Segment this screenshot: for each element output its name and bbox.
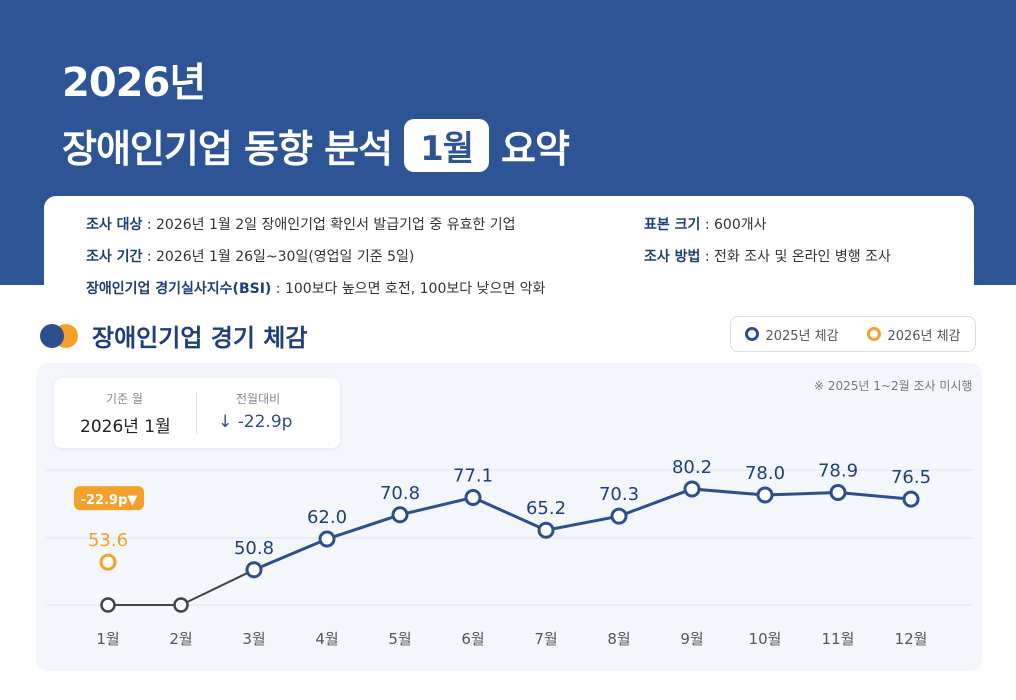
survey-info-card: 조사 대상 : 2026년 1월 2일 장애인기업 확인서 발급기업 중 유효한…: [44, 196, 974, 308]
survey-sample-label: 표본 크기: [644, 217, 701, 233]
chart-legend: 2025년 체감 2026년 체감: [730, 316, 976, 352]
x-tick-label: 10월: [749, 630, 782, 648]
section-dots-icon: [40, 323, 78, 349]
legend-ring-icon-2025: [745, 327, 760, 341]
x-tick-label: 2월: [169, 630, 192, 648]
series-2025-data-label: 62.0: [307, 507, 347, 528]
x-tick-label: 7월: [534, 630, 557, 648]
series-2025-point: [391, 506, 409, 524]
series-2025-line: [253, 487, 912, 572]
base-month-value: 2026년 1월: [80, 417, 171, 437]
survey-bsi-label: 장애인기업 경기실사지수(BSI): [86, 281, 272, 297]
title-month-badge: 1월: [404, 119, 490, 172]
legend-item-2025: 2025년 체감: [745, 325, 839, 344]
x-tick-label: 12월: [895, 630, 928, 648]
legend-ring-icon-2026: [867, 327, 882, 341]
legend-item-2026: 2026년 체감: [867, 325, 961, 344]
change-badge-bg: [74, 486, 144, 511]
base-month-box: 기준 월 2026년 1월 전월대비 ↓ -22.9p: [54, 378, 340, 448]
series-2025-data-label: 76.5: [891, 467, 931, 488]
legend-label-2026: 2026년 체감: [887, 328, 961, 344]
x-tick-label: 8월: [607, 630, 630, 648]
series-2025-point: [464, 488, 482, 506]
series-2025-point: [318, 530, 336, 548]
x-tick-label: 5월: [388, 630, 411, 648]
series-2025-data-label: 70.8: [380, 483, 420, 504]
survey-period-value: : 2026년 1월 26일~30일(영업일 기준 5일): [142, 249, 415, 265]
change-badge-label: -22.9p▼: [81, 493, 138, 508]
series-2025-point: [537, 521, 555, 539]
x-tick-label: 4월: [315, 630, 338, 648]
series-2025-data-label: 65.2: [526, 498, 566, 519]
series-2025-data-label: 77.1: [453, 465, 493, 486]
series-2025-point: [610, 507, 628, 525]
x-tick-label: 11월: [822, 630, 855, 648]
survey-period: 조사 기간 : 2026년 1월 26일~30일(영업일 기준 5일): [86, 246, 414, 266]
x-tick-label: 3월: [242, 630, 265, 648]
series-2025-data-label: 80.2: [672, 457, 712, 478]
series-2026-data-label: 53.6: [88, 530, 128, 551]
series-2026-point: [99, 553, 117, 571]
base-month-label: 기준 월: [106, 392, 143, 406]
section-header: 장애인기업 경기 체감: [40, 318, 307, 353]
prev-month-value: ↓ -22.9p: [218, 412, 293, 432]
survey-target: 조사 대상 : 2026년 1월 2일 장애인기업 확인서 발급기업 중 유효한…: [86, 214, 516, 234]
title-year: 2026년: [62, 60, 206, 106]
series-2025-empty-point: [100, 597, 116, 613]
series-2025-empty-point: [173, 597, 189, 613]
page-title: 장애인기업 동향 분석 1월 요약: [62, 118, 570, 173]
x-tick-label: 1월: [96, 630, 119, 648]
series-2025-data-label: 70.3: [599, 484, 639, 505]
series-2025-data-label: 78.0: [745, 463, 785, 484]
survey-method-value: : 전화 조사 및 온라인 병행 조사: [700, 249, 891, 265]
legend-label-2025: 2025년 체감: [765, 328, 839, 344]
series-2025-data-label: 78.9: [818, 461, 858, 482]
series-2025-point: [683, 480, 701, 498]
chart-note: ※ 2025년 1~2월 조사 미시행: [814, 379, 973, 393]
title-prefix: 장애인기업 동향 분석: [62, 127, 393, 171]
survey-sample-value: : 600개사: [700, 217, 767, 233]
survey-method-label: 조사 방법: [644, 249, 701, 265]
title-suffix: 요약: [501, 127, 570, 171]
survey-target-label: 조사 대상: [86, 217, 143, 233]
x-tick-label: 9월: [680, 630, 703, 648]
series-2025-point: [902, 490, 920, 508]
survey-target-value: : 2026년 1월 2일 장애인기업 확인서 발급기업 중 유효한 기업: [142, 217, 516, 233]
survey-method: 조사 방법 : 전화 조사 및 온라인 병행 조사: [644, 246, 891, 266]
series-2025-data-label: 50.8: [234, 538, 274, 559]
survey-bsi: 장애인기업 경기실사지수(BSI) : 100보다 높으면 호전, 100보다 …: [86, 278, 545, 298]
section-title: 장애인기업 경기 체감: [92, 324, 308, 352]
series-2025-point: [756, 486, 774, 504]
survey-bsi-value: : 100보다 높으면 호전, 100보다 낮으면 악화: [271, 281, 546, 297]
prev-month-label: 전월대비: [236, 392, 281, 406]
series-2025-point: [245, 561, 263, 579]
series-2025-point: [829, 484, 847, 502]
survey-sample: 표본 크기 : 600개사: [644, 214, 767, 234]
survey-period-label: 조사 기간: [86, 249, 143, 265]
base-box-divider: [196, 392, 197, 434]
x-tick-label: 6월: [461, 630, 484, 648]
